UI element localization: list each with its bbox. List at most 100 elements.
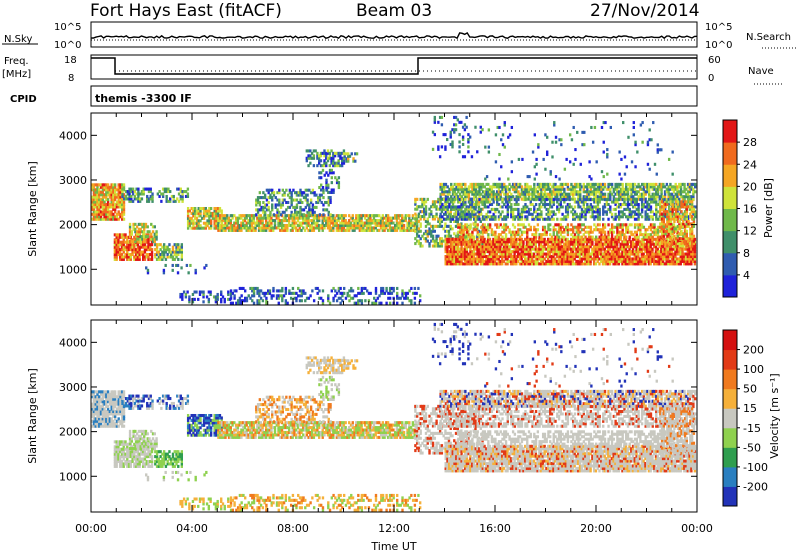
power-cell <box>351 152 353 155</box>
power-cell <box>313 154 315 157</box>
power-cell <box>311 289 313 292</box>
freq-panel: Freq. [MHz] 18 8 60 0 Nave <box>2 55 782 84</box>
power-cell <box>168 243 170 246</box>
station-title: Fort Hays East (fitACF) <box>90 1 282 21</box>
power-cell <box>498 198 500 201</box>
power-cell <box>604 193 606 196</box>
power-cell <box>352 214 354 217</box>
date-title: 27/Nov/2014 <box>590 1 700 21</box>
power-cell <box>553 198 555 201</box>
power-cell <box>329 302 331 305</box>
power-cell <box>370 292 372 295</box>
power-cell <box>568 198 570 201</box>
power-cell <box>292 287 294 290</box>
power-cell <box>425 205 427 208</box>
power-cell <box>271 203 273 206</box>
cpid-label: CPID <box>10 94 37 105</box>
power-cell <box>345 214 347 217</box>
power-cell <box>501 210 503 213</box>
power-cell <box>165 195 167 198</box>
power-cell <box>209 290 211 293</box>
nave-tick-bottom: 0 <box>708 73 714 84</box>
power-cell <box>420 222 422 225</box>
power-cell <box>272 294 274 297</box>
power-cell <box>147 225 149 228</box>
power-cell <box>322 196 324 199</box>
power-cell <box>565 198 567 201</box>
power-cell <box>435 213 437 216</box>
power-cell <box>331 176 333 179</box>
power-cell <box>501 198 503 201</box>
power-cell <box>259 201 261 204</box>
power-cell <box>427 198 429 201</box>
power-cell <box>546 198 548 201</box>
power-cell <box>181 243 183 246</box>
power-cell <box>415 292 417 295</box>
nave-tick-top: 60 <box>708 55 721 66</box>
power-cell <box>338 181 340 184</box>
power-cell <box>278 189 280 192</box>
power-cell <box>186 290 188 293</box>
power-cell <box>235 289 237 292</box>
power-cell <box>189 264 191 267</box>
power-cell <box>322 169 324 172</box>
nsearch-label: N.Search <box>746 32 791 43</box>
power-cell <box>147 235 149 238</box>
cpid-value: themis -3300 IF <box>95 92 192 105</box>
power-cell <box>396 292 398 295</box>
power-cell <box>434 230 436 233</box>
power-cell <box>320 176 322 179</box>
power-cell <box>177 271 179 274</box>
power-cell <box>561 205 563 208</box>
power-cell <box>611 183 613 186</box>
power-cell <box>310 199 312 202</box>
power-cell <box>227 290 229 293</box>
power-cell <box>172 264 174 267</box>
power-cell <box>644 198 646 201</box>
power-cell <box>172 269 174 272</box>
power-cell <box>187 188 189 191</box>
power-cell <box>322 213 324 216</box>
power-cell <box>322 186 324 189</box>
power-cell <box>389 297 391 300</box>
power-cell <box>155 230 157 233</box>
power-cell <box>510 203 512 206</box>
power-cell <box>216 293 218 296</box>
power-cell <box>694 183 696 186</box>
power-cell <box>451 227 453 230</box>
power-cell <box>385 287 387 290</box>
power-cell <box>208 298 210 301</box>
power-cell <box>599 198 601 201</box>
power-cell <box>259 191 261 194</box>
power-cell <box>224 298 226 301</box>
cpid-panel: CPID themis -3300 IF <box>10 86 697 106</box>
power-cell <box>352 289 354 292</box>
power-cell <box>611 213 613 216</box>
freq-tick-bottom: 8 <box>68 73 74 84</box>
power-cell <box>327 184 329 187</box>
power-cell <box>343 292 345 295</box>
power-cell <box>232 302 234 305</box>
power-cell <box>301 299 303 302</box>
power-cell <box>233 294 235 297</box>
power-cell <box>278 302 280 305</box>
power-cell <box>281 287 283 290</box>
power-cell <box>304 292 306 295</box>
power-cell <box>154 225 156 228</box>
power-cell <box>287 201 289 204</box>
power-cell <box>180 266 182 269</box>
power-cell <box>553 218 555 221</box>
power-cell <box>202 290 204 293</box>
power-cell <box>322 299 324 302</box>
power-cell <box>622 183 624 186</box>
power-cell <box>408 214 410 217</box>
beam-title: Beam 03 <box>356 1 432 21</box>
nsky-line <box>91 33 697 38</box>
power-cell <box>169 190 171 193</box>
power-cell <box>375 287 377 290</box>
power-cell <box>303 213 305 216</box>
power-cell <box>480 208 482 211</box>
power-cell <box>313 211 315 214</box>
power-cell <box>441 203 443 206</box>
power-cell <box>160 200 162 203</box>
